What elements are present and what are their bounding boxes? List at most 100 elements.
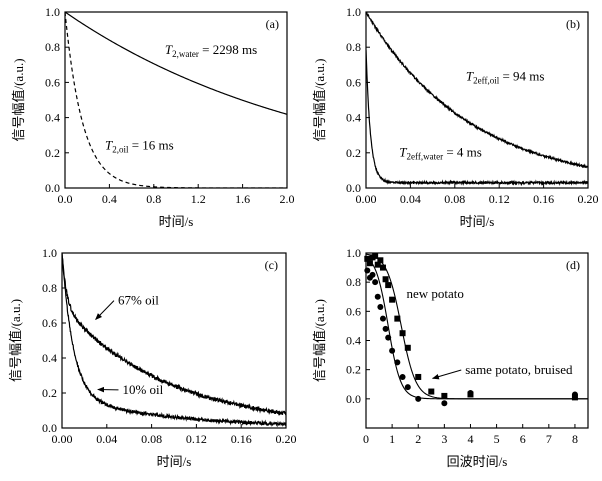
x-tick-label: 5 (494, 432, 500, 446)
data-point-circle (364, 267, 371, 274)
x-tick-label: 2 (415, 432, 421, 446)
y-tick-label: 0.6 (42, 316, 57, 330)
data-point-circle (369, 271, 376, 278)
annotation-label: T2eff,water = 4 ms (399, 144, 482, 161)
y-tick-label: 0.0 (45, 181, 60, 195)
data-point-square (374, 261, 381, 268)
x-tick-label: 1.6 (235, 192, 250, 206)
plot-frame (61, 252, 287, 429)
data-point-circle (372, 279, 379, 286)
x-tick-label: 0.08 (444, 192, 465, 206)
plot-frame (365, 11, 589, 189)
y-tick-label: 0.6 (45, 75, 60, 89)
data-point-circle (382, 325, 389, 332)
data-point-square (428, 388, 435, 395)
y-tick-label: 1.0 (346, 246, 361, 260)
data-point-square (389, 296, 396, 303)
data-point-circle (389, 347, 396, 354)
x-tick-label: 0.0 (58, 192, 73, 206)
y-tick-label: 0.2 (45, 146, 60, 160)
x-tick-label: 0.12 (186, 432, 207, 446)
x-tick-label: 0.20 (276, 432, 297, 446)
series-line-oil (65, 12, 287, 188)
x-tick-label: 0.04 (96, 432, 117, 446)
x-tick-label: 0.08 (141, 432, 162, 446)
data-point-square (441, 392, 448, 399)
x-tick-label: 0.8 (146, 192, 161, 206)
data-point-circle (374, 293, 381, 300)
y-tick-label: 0.2 (346, 146, 361, 160)
y-tick-label: 0.4 (346, 111, 361, 125)
data-point-circle (404, 384, 411, 391)
data-point-circle (399, 373, 406, 380)
panel-label: (d) (566, 258, 580, 272)
x-tick-label: 7 (546, 432, 552, 446)
data-point-square (415, 373, 422, 380)
data-point-square (377, 257, 384, 264)
series-line-oil (366, 12, 588, 169)
data-point-circle (379, 315, 386, 322)
y-tick-label: 0.8 (346, 40, 361, 54)
panel-b: 0.00 0.04 0.08 0.12 0.16 0.20 0.0 0.2 0.4 0.6 0.8 1… (312, 5, 599, 229)
data-point-square (372, 252, 379, 259)
x-tick-label: 0.04 (400, 192, 421, 206)
annotation-label: same potato, bruised (465, 362, 573, 377)
y-axis-label: 信号幅值/(a.u.) (11, 58, 26, 141)
data-point-square (399, 330, 406, 337)
x-axis-label: 回波时间/s (447, 454, 508, 469)
y-tick-label: 0.8 (42, 281, 57, 295)
data-point-square (379, 264, 386, 271)
y-tick-label: 0.2 (346, 363, 361, 377)
y-tick-label: 0.6 (346, 75, 361, 89)
annotation-label: 10% oil (122, 382, 163, 397)
annotation-label: new potato (406, 286, 463, 301)
x-axis-label: 时间/s (159, 214, 194, 229)
data-point-circle (377, 303, 384, 310)
panel-label: (b) (566, 17, 580, 31)
data-point-square (404, 344, 411, 351)
x-tick-label: 3 (441, 432, 447, 446)
y-tick-label: 0.0 (346, 392, 361, 406)
annotation-label: T2,oil = 16 ms (105, 137, 174, 154)
x-tick-label: 0.00 (356, 192, 377, 206)
y-tick-label: 0.6 (346, 304, 361, 318)
data-point-circle (571, 391, 578, 398)
panel-d: 0 1 2 3 4 5 6 7 8 0.0 0.2 0.4 0.6 0.8 1.0 回波时间/s 信号幅值/(a… (312, 246, 589, 469)
x-tick-label: 0.16 (231, 432, 252, 446)
y-tick-label: 0.4 (45, 111, 60, 125)
x-tick-label: 0.00 (52, 432, 73, 446)
data-point-square (364, 255, 371, 262)
x-tick-label: 0.16 (533, 192, 554, 206)
panel-label: (a) (266, 17, 279, 31)
x-tick-label: 1.2 (191, 192, 206, 206)
y-axis-label: 信号幅值/(a.u.) (8, 299, 23, 382)
data-point-circle (467, 390, 474, 396)
x-axis-label: 时间/s (460, 214, 495, 229)
y-tick-label: 1.0 (42, 246, 57, 260)
y-tick-label: 0.0 (346, 181, 361, 195)
annotation-label: 67% oil (118, 293, 159, 308)
y-tick-label: 0.4 (42, 351, 57, 365)
y-axis-label: 信号幅值/(a.u.) (312, 299, 327, 382)
data-point-square (382, 276, 389, 283)
x-tick-label: 0 (363, 432, 369, 446)
data-point-circle (415, 395, 422, 402)
x-tick-label: 1 (389, 432, 395, 446)
panel-c: 0.00 0.04 0.08 0.12 0.16 0.20 0.0 0.2 0.4 0.6 0.8 1… (8, 246, 297, 469)
x-tick-label: 8 (572, 432, 578, 446)
x-axis-label: 时间/s (157, 454, 192, 469)
fit-curve (366, 256, 588, 400)
data-point-square (385, 282, 392, 289)
x-tick-label: 0.4 (102, 192, 117, 206)
x-tick-label: 0.20 (578, 192, 599, 206)
data-point-square (366, 260, 373, 267)
annotation-label: T2,water = 2298 ms (165, 42, 257, 59)
annotation-label: T2eff,oil = 94 ms (466, 69, 545, 86)
y-tick-label: 0.2 (42, 386, 57, 400)
y-tick-label: 0.0 (42, 421, 57, 435)
y-tick-label: 0.8 (45, 40, 60, 54)
panel-label: (c) (265, 258, 278, 272)
x-tick-label: 6 (520, 432, 526, 446)
annotation-arrow (95, 300, 115, 321)
